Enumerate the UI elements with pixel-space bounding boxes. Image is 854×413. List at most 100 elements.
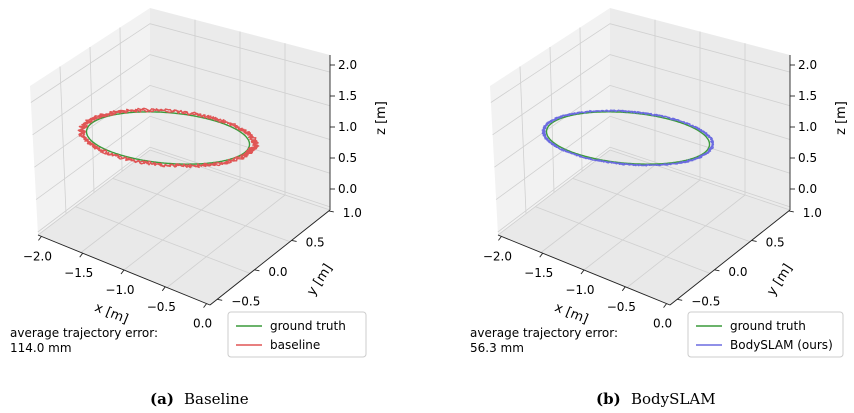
y-tick-mark — [751, 239, 757, 242]
wall-gridline — [32, 54, 331, 136]
y-tick-mark — [328, 210, 334, 213]
wall-gridline — [34, 84, 331, 168]
x-tick-mark — [621, 286, 626, 292]
floor-pane — [498, 150, 790, 305]
z-axis-label: z [m] — [834, 101, 849, 135]
x-tick-mark — [79, 252, 84, 258]
z-tick-label: 2.0 — [798, 58, 817, 72]
wall-gridline — [119, 27, 123, 172]
floor-gridline — [166, 194, 286, 288]
x-tick-mark — [38, 236, 42, 241]
y-axis-label: y [m] — [304, 261, 335, 298]
y-tick-mark — [291, 239, 297, 242]
wall-gridline — [30, 23, 331, 103]
z-tick-label: 0.0 — [798, 182, 817, 196]
wall-gridline — [494, 84, 791, 168]
y-tick-label: 0.5 — [306, 235, 325, 249]
x-tick-label: −2.0 — [23, 249, 52, 263]
z-tick-label: 2.0 — [338, 58, 357, 72]
caption-label: (b) — [596, 390, 621, 408]
x-tick-mark — [580, 269, 585, 275]
wall-gridline — [35, 115, 331, 200]
y-tick-mark — [254, 269, 260, 272]
x-tick-label: −1.0 — [565, 283, 594, 297]
wall-gridline — [519, 66, 527, 214]
y-tick-mark — [714, 269, 720, 272]
y-axis-line — [209, 209, 331, 306]
wall-gridline — [37, 146, 331, 233]
y-tick-mark — [788, 210, 794, 213]
z-tick-label: 1.5 — [338, 89, 357, 103]
caption-title: BodySLAM — [631, 390, 716, 408]
x-axis-label: x [m] — [552, 300, 590, 327]
floor-pane — [38, 150, 330, 305]
y-axis-line — [669, 209, 791, 306]
floor-gridline — [540, 164, 656, 253]
series-line-estimate — [541, 109, 715, 167]
stats-label: average trajectory error: — [10, 326, 158, 340]
y-tick-label: 0.5 — [766, 235, 785, 249]
y-tick-label: −0.5 — [231, 294, 260, 308]
y-tick-label: 0.0 — [728, 265, 747, 279]
z-axis-label: z [m] — [374, 101, 389, 135]
y-tick-mark — [217, 298, 223, 301]
x-tick-label: −2.0 — [483, 249, 512, 263]
wall-gridline — [579, 27, 583, 172]
y-axis-label: y [m] — [764, 261, 795, 298]
stats-label: average trajectory error: — [470, 326, 618, 340]
wall-gridline — [59, 66, 67, 214]
panel-baseline: −2.0 −1.5 −1.0 −0.5 0.0 −0.5 0.0 0.5 1.0 0.0 0.5 1.… — [10, 8, 389, 408]
series-line-ground-truth — [545, 111, 711, 165]
z-tick-label: 0.5 — [338, 151, 357, 165]
wall-gridline — [495, 115, 791, 200]
y-tick-mark — [677, 298, 683, 301]
floor-gridline — [75, 206, 251, 274]
floor-gridline — [626, 194, 746, 288]
legend-box — [227, 311, 367, 358]
x-tick-label: −0.5 — [607, 300, 636, 314]
x-tick-label: −1.5 — [64, 266, 93, 280]
x-tick-mark — [120, 269, 125, 275]
x-tick-label: 0.0 — [193, 317, 212, 331]
wall-gridline — [497, 146, 791, 233]
panel-bodyslam: −2.0 −1.5 −1.0 −0.5 0.0 −0.5 0.0 0.5 1.0 0.0 0.5 1.… — [470, 8, 849, 408]
floor-gridline — [80, 164, 196, 253]
x-tick-mark — [663, 303, 667, 308]
y-tick-label: −0.5 — [691, 294, 720, 308]
x-tick-label: 0.0 — [653, 317, 672, 331]
floor-gridline — [583, 179, 701, 271]
floor-gridline — [572, 177, 751, 243]
y-tick-label: 1.0 — [343, 206, 362, 220]
legend-label: ground truth — [270, 319, 346, 333]
legend-label: ground truth — [730, 319, 806, 333]
y-tick-label: 0.0 — [268, 265, 287, 279]
series-line-estimate — [77, 107, 260, 169]
legend-label: BodySLAM (ours) — [730, 338, 833, 352]
x-tick-label: −1.0 — [105, 283, 134, 297]
floor-gridline — [535, 206, 711, 274]
x-tick-mark — [539, 252, 544, 258]
z-tick-label: 1.5 — [798, 89, 817, 103]
x-tick-label: −1.5 — [524, 266, 553, 280]
x-axis-label: x [m] — [92, 300, 130, 327]
caption-label: (a) — [150, 390, 174, 408]
legend-box — [687, 311, 844, 358]
z-tick-label: 1.0 — [798, 120, 817, 134]
stats-value: 56.3 mm — [470, 341, 524, 355]
legend-label: baseline — [270, 338, 320, 352]
x-tick-mark — [203, 303, 207, 308]
caption-title: Baseline — [184, 390, 249, 408]
z-tick-label: 0.0 — [338, 182, 357, 196]
wall-gridline — [492, 54, 791, 136]
floor-gridline — [123, 179, 241, 271]
x-tick-mark — [161, 286, 166, 292]
x-tick-mark — [498, 236, 502, 241]
floor-gridline — [112, 177, 291, 243]
y-tick-label: 1.0 — [803, 206, 822, 220]
x-tick-label: −0.5 — [147, 300, 176, 314]
z-tick-label: 0.5 — [798, 151, 817, 165]
z-tick-label: 1.0 — [338, 120, 357, 134]
wall-gridline — [490, 23, 791, 103]
stats-value: 114.0 mm — [10, 341, 72, 355]
